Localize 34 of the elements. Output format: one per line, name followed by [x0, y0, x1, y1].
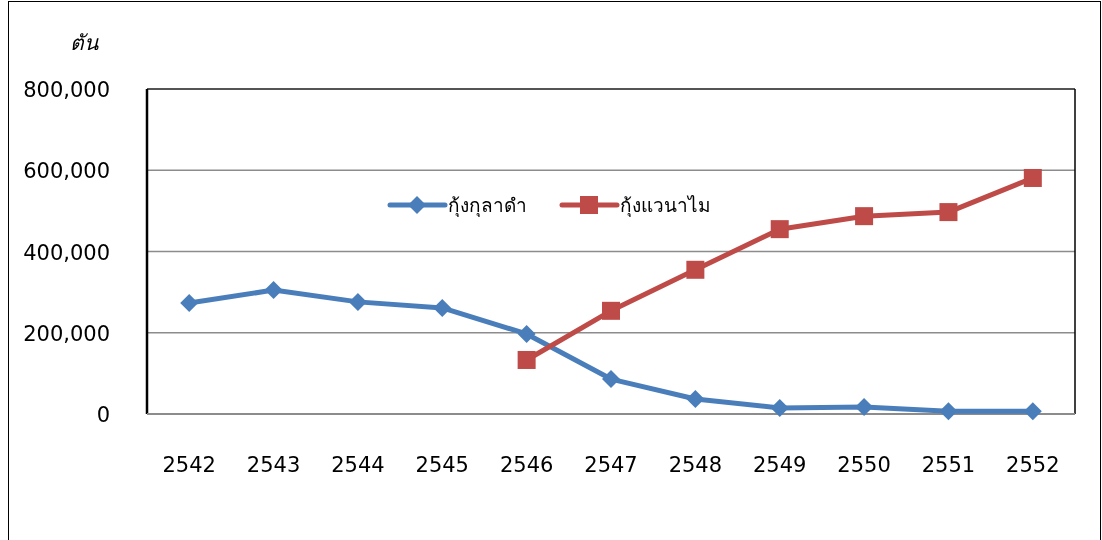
y-tick-label: 800,000: [23, 78, 110, 102]
x-tick-label: 2544: [331, 453, 385, 477]
y-tick-label: 400,000: [23, 240, 110, 265]
legend-label: กุ้งแวนาไม: [620, 194, 711, 218]
x-tick-label: 2552: [1006, 453, 1060, 477]
x-tick-label: 2549: [753, 453, 807, 477]
point: [348, 292, 367, 311]
point: [517, 324, 536, 343]
point: [433, 298, 452, 317]
x-tick-label: 2551: [921, 453, 976, 477]
point: [602, 301, 620, 320]
y-tick-label: 200,000: [23, 321, 110, 346]
point: [1023, 168, 1042, 187]
point: [602, 370, 620, 389]
point: [686, 260, 705, 279]
y-tick-label: 600,000: [23, 159, 110, 184]
x-tick-label: 2545: [415, 453, 469, 477]
x-tick-label: 2548: [668, 453, 723, 477]
point: [180, 294, 199, 313]
x-tick-label: 2547: [584, 453, 638, 477]
point: [264, 281, 283, 300]
point: [939, 203, 958, 222]
point: [686, 389, 705, 408]
y-tick-label: 0: [96, 403, 110, 427]
point: [770, 220, 789, 239]
point: [855, 207, 874, 226]
x-tick-label: 2550: [837, 453, 891, 477]
x-tick-label: 2546: [499, 453, 554, 477]
point: [770, 398, 789, 417]
legend-label: กุ้งกุลาดำ: [448, 194, 527, 218]
x-tick-label: 2542: [162, 453, 216, 477]
y-axis-title: ตัน: [70, 31, 99, 55]
point: [517, 350, 536, 369]
x-tick-label: 2543: [246, 453, 301, 477]
